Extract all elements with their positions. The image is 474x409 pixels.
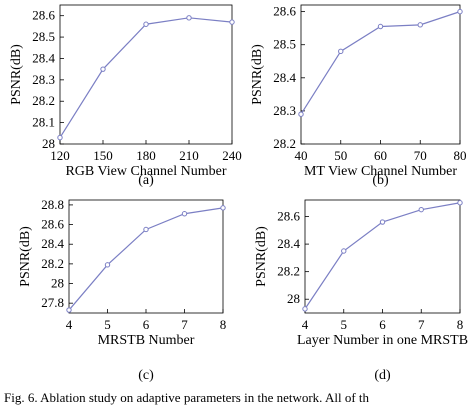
panel-c-data-point xyxy=(66,307,72,313)
panel-a-y-tick-label: 28.1 xyxy=(32,115,55,130)
panel-c-data-point xyxy=(143,226,149,233)
panel-a-data-point xyxy=(100,66,106,72)
panel-d-y-tick-label: 28.6 xyxy=(277,209,300,224)
panel-c-x-axis-label: MRSTB Number xyxy=(98,333,195,348)
panel-b-x-tick-label: 40 xyxy=(295,148,308,163)
panel-a-label: (a) xyxy=(138,173,154,188)
panel-a-x-tick-label: 240 xyxy=(222,148,242,163)
panel-d-data-point xyxy=(379,219,386,225)
panel-b-y-tick-label: 28.2 xyxy=(273,136,296,151)
panel-d-plot-frame xyxy=(304,199,461,314)
panel-a-plot-frame xyxy=(59,4,233,145)
panel-c-y-tick-label: 27.8 xyxy=(41,295,64,310)
panel-c-data-point xyxy=(104,262,111,268)
panel-a-y-tick-label: 28.2 xyxy=(32,93,55,108)
panel-c-y-tick-label: 28.2 xyxy=(41,256,64,271)
panel-c-data-point xyxy=(220,205,226,211)
panel-b-y-tick-label: 28.5 xyxy=(273,37,296,52)
panel-b-y-tick-label: 28.4 xyxy=(273,70,296,85)
panel-a-y-tick-label: 28.5 xyxy=(32,29,55,44)
panel-c-y-tick-label: 28.8 xyxy=(41,197,64,212)
panel-c-y-tick-label: 28.4 xyxy=(41,236,64,251)
panel-b-y-axis-label: PSNR(dB) xyxy=(250,44,265,105)
panel-c-x-tick-label: 5 xyxy=(104,317,111,332)
panel-b-data-point xyxy=(338,48,344,55)
panel-d-y-tick-label: 28.2 xyxy=(277,264,300,279)
panel-a-data-point xyxy=(229,19,235,25)
panel-d-x-axis-label: Layer Number in one MRSTB xyxy=(297,333,468,348)
panel-d-data-point xyxy=(302,306,308,312)
panel-b-data-point xyxy=(457,8,463,15)
panel-a-x-tick-label: 210 xyxy=(179,148,199,163)
panel-c-y-axis-label: PSNR(dB) xyxy=(18,226,33,287)
panel-c-data-point xyxy=(181,211,188,217)
panel-b-data-point xyxy=(377,23,384,30)
panel-b-y-tick-label: 28.6 xyxy=(273,4,296,19)
panel-c-x-tick-label: 7 xyxy=(181,317,188,332)
panel-d-data-point xyxy=(418,206,424,213)
panel-a-y-tick-label: 28.4 xyxy=(32,50,55,65)
panel-b-label: (b) xyxy=(372,173,389,188)
panel-b-x-tick-label: 50 xyxy=(334,148,347,163)
panel-b-x-tick-label: 60 xyxy=(374,148,387,163)
panel-a-y-tick-label: 28.6 xyxy=(32,8,55,23)
figure-caption: Fig. 6. Ablation study on adaptive param… xyxy=(4,390,370,405)
panel-c-y-tick-label: 28 xyxy=(51,276,64,291)
panel-d-x-tick-label: 5 xyxy=(341,317,348,332)
panel-a-x-axis-label: RGB View Channel Number xyxy=(65,164,226,179)
panel-c-x-tick-label: 8 xyxy=(220,317,227,332)
panel-c-plot-frame xyxy=(68,199,224,314)
panel-d-y-tick-label: 28 xyxy=(287,291,300,306)
panel-d-x-tick-label: 7 xyxy=(418,317,425,332)
panel-b-y-tick-label: 28.3 xyxy=(273,103,296,118)
panel-d-x-tick-label: 8 xyxy=(457,317,464,332)
panel-d-data-point xyxy=(457,200,463,206)
panel-a-y-tick-label: 28 xyxy=(42,136,55,151)
panel-d-x-tick-label: 6 xyxy=(379,317,386,332)
panel-c-x-tick-label: 6 xyxy=(143,317,150,332)
panel-a-data-point xyxy=(186,15,192,21)
panel-a-y-tick-label: 28.3 xyxy=(32,72,55,87)
panel-d-y-tick-label: 28.4 xyxy=(277,236,300,251)
panel-b-data-point xyxy=(417,22,423,28)
panel-b-x-tick-label: 70 xyxy=(414,148,427,163)
panel-b-data-point xyxy=(298,111,304,117)
panel-c-label: (c) xyxy=(138,368,154,383)
panel-d-y-axis-label: PSNR(dB) xyxy=(254,226,269,287)
panel-a-x-tick-label: 120 xyxy=(50,148,70,163)
panel-a-x-tick-label: 180 xyxy=(136,148,156,163)
panel-c-x-tick-label: 4 xyxy=(66,317,73,332)
panel-a-y-axis-label: PSNR(dB) xyxy=(9,44,24,105)
panel-a-data-point xyxy=(143,21,149,27)
panel-a-data-point xyxy=(57,134,63,141)
panel-d-label: (d) xyxy=(374,368,391,383)
panel-b-x-tick-label: 80 xyxy=(454,148,467,163)
panel-d-x-tick-label: 4 xyxy=(302,317,309,332)
panel-c-y-tick-label: 28.6 xyxy=(41,217,64,232)
panel-d-data-point xyxy=(341,248,347,254)
panel-a-x-tick-label: 150 xyxy=(93,148,113,163)
panel-b-x-axis-label: MT View Channel Number xyxy=(304,164,457,179)
